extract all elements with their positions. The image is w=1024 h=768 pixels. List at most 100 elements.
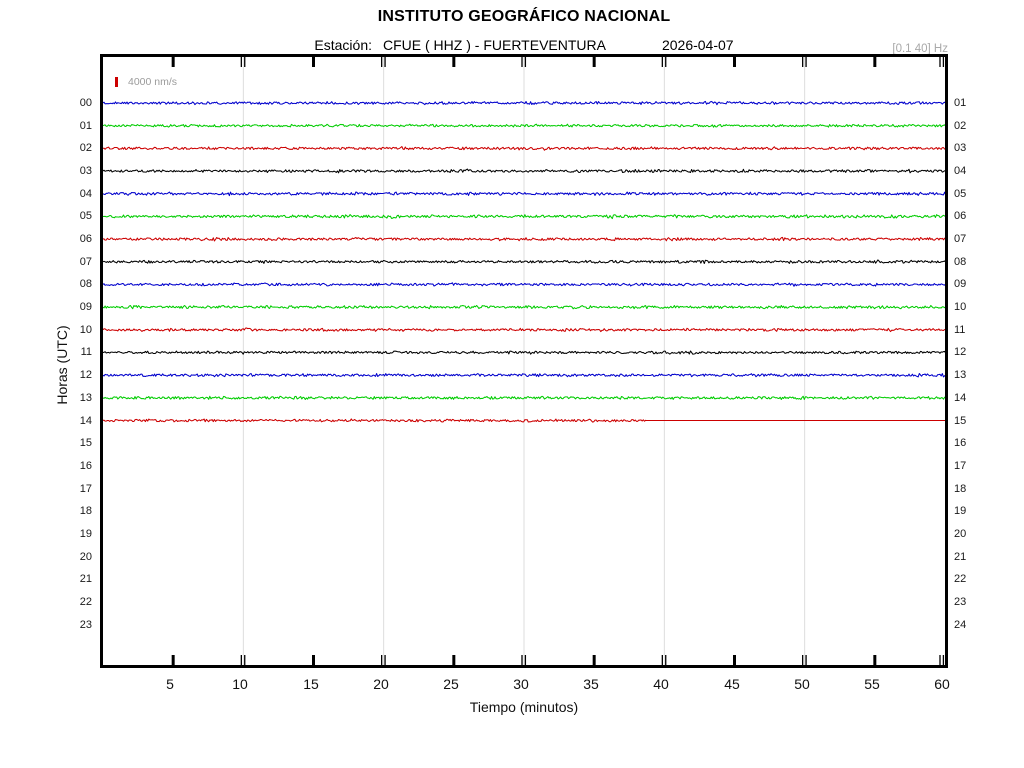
trace-hour-10 [103, 327, 945, 333]
hour-label-right-15: 15 [954, 415, 967, 427]
hour-label-left-19: 19 [79, 528, 92, 540]
filter-band-label: [0.1 40] Hz [892, 43, 948, 55]
hour-label-left-08: 08 [79, 278, 92, 290]
axis-tick [733, 655, 736, 665]
axis-tick [524, 655, 527, 665]
x-tick-label-25: 25 [443, 676, 459, 692]
hour-label-right-07: 07 [954, 233, 967, 245]
hour-label-right-20: 20 [954, 528, 967, 540]
axis-tick [939, 655, 941, 665]
hour-label-right-22: 22 [954, 573, 967, 585]
trace-hour-00 [103, 100, 945, 106]
hour-label-left-10: 10 [79, 324, 92, 336]
trace-hour-13 [103, 395, 945, 401]
axis-tick [240, 655, 242, 665]
hour-label-right-06: 06 [954, 210, 967, 222]
hour-label-left-09: 09 [79, 301, 92, 313]
trace-hour-04 [103, 191, 945, 197]
amplitude-scale-legend: 4000 nm/s [115, 76, 177, 88]
hour-label-right-21: 21 [954, 551, 967, 563]
trace-hour-14 [103, 418, 945, 423]
trace-hour-05 [103, 214, 945, 220]
hour-label-left-05: 05 [79, 210, 92, 222]
hour-label-right-11: 11 [954, 324, 966, 336]
plot-area: 4000 nm/s [100, 54, 948, 668]
trace-hour-06 [103, 236, 945, 242]
x-tick-label-55: 55 [864, 676, 880, 692]
hour-label-right-09: 09 [954, 278, 967, 290]
hour-label-left-11: 11 [80, 346, 92, 358]
hour-label-right-23: 23 [954, 596, 967, 608]
axis-tick [665, 57, 667, 67]
hour-label-right-02: 02 [954, 120, 967, 132]
station-label: Estación: [314, 37, 372, 53]
x-tick-label-40: 40 [653, 676, 669, 692]
hour-label-left-13: 13 [79, 392, 92, 404]
axis-tick [381, 655, 383, 665]
axis-tick [381, 57, 383, 67]
hour-label-right-19: 19 [954, 505, 967, 517]
axis-tick [521, 57, 523, 67]
trace-hour-12 [103, 372, 945, 378]
axis-tick [592, 655, 596, 665]
hour-label-left-23: 23 [79, 619, 92, 631]
axis-tick [733, 57, 736, 67]
seismogram-traces [103, 57, 945, 665]
axis-tick [802, 57, 804, 67]
hour-label-left-16: 16 [79, 460, 92, 472]
hour-label-right-16: 16 [954, 437, 967, 449]
axis-tick [524, 57, 527, 67]
scale-label: 4000 nm/s [128, 76, 178, 88]
x-axis-label: Tiempo (minutos) [469, 699, 579, 715]
scale-tick-icon [115, 77, 118, 87]
x-tick-label-45: 45 [724, 676, 740, 692]
axis-tick [942, 57, 945, 67]
hour-label-right-18: 18 [954, 483, 967, 495]
hour-label-left-06: 06 [79, 233, 92, 245]
x-tick-label-35: 35 [583, 676, 599, 692]
axis-tick [805, 655, 807, 665]
x-tick-label-50: 50 [794, 676, 810, 692]
trace-hour-02 [103, 146, 945, 151]
hour-label-left-03: 03 [79, 165, 92, 177]
hour-label-right-05: 05 [954, 188, 967, 200]
axis-tick [805, 57, 807, 67]
axis-tick [312, 655, 315, 665]
axis-tick [942, 655, 945, 665]
hour-label-left-21: 21 [79, 573, 92, 585]
x-tick-label-10: 10 [232, 676, 248, 692]
hour-label-right-04: 04 [954, 165, 967, 177]
axis-tick [452, 655, 456, 665]
trace-hour-09 [103, 304, 945, 310]
hour-label-right-14: 14 [954, 392, 967, 404]
hour-label-left-17: 17 [79, 483, 92, 495]
hour-label-left-00: 00 [79, 97, 92, 109]
axis-tick [873, 57, 877, 67]
hour-label-left-14: 14 [79, 415, 92, 427]
axis-tick [521, 655, 523, 665]
hour-label-right-01: 01 [954, 97, 967, 109]
hour-label-left-15: 15 [79, 437, 92, 449]
hour-label-right-08: 08 [954, 256, 967, 268]
x-tick-label-15: 15 [303, 676, 319, 692]
axis-tick [240, 57, 242, 67]
trace-hour-07 [103, 259, 945, 265]
axis-tick [244, 655, 246, 665]
x-tick-label-20: 20 [373, 676, 389, 692]
x-tick-label-5: 5 [166, 676, 174, 692]
hour-label-left-04: 04 [79, 188, 92, 200]
axis-tick [661, 655, 663, 665]
axis-tick [171, 655, 175, 665]
hour-label-right-13: 13 [954, 369, 967, 381]
x-tick-label-60: 60 [934, 676, 950, 692]
axis-tick [661, 57, 663, 67]
axis-tick [452, 57, 456, 67]
axis-tick [384, 655, 386, 665]
trace-hour-08 [103, 282, 945, 287]
hour-label-left-22: 22 [79, 596, 92, 608]
axis-tick [939, 57, 941, 67]
hour-label-right-03: 03 [954, 142, 967, 154]
axis-tick [384, 57, 386, 67]
axis-tick [312, 57, 315, 67]
axis-tick [873, 655, 877, 665]
